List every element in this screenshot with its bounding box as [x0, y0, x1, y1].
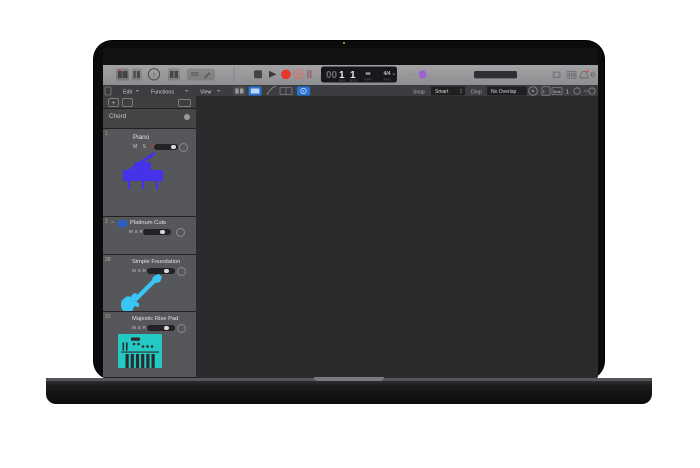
- svg-text:TEMPO: TEMPO: [364, 79, 372, 81]
- svg-text:Edit: Edit: [123, 89, 133, 95]
- svg-text:View: View: [200, 89, 212, 95]
- svg-text:No Overlap: No Overlap: [491, 89, 517, 95]
- svg-text:I: I: [543, 89, 544, 94]
- svg-text:00: 00: [326, 70, 338, 81]
- svg-text:Snap: Snap: [413, 89, 425, 95]
- svg-text:BEATS: BEATS: [350, 79, 358, 82]
- svg-text:BARS: BARS: [339, 79, 346, 82]
- svg-text:Smart: Smart: [435, 89, 449, 95]
- svg-text:4/4: 4/4: [384, 71, 391, 77]
- svg-text:66: 66: [365, 71, 371, 76]
- svg-text:Drop: Drop: [471, 89, 482, 95]
- svg-text:1: 1: [566, 89, 569, 95]
- svg-text:i: i: [153, 73, 154, 79]
- svg-text:Functions: Functions: [151, 89, 174, 95]
- svg-text:5ms: 5ms: [553, 90, 560, 94]
- svg-text:MIDI: MIDI: [408, 73, 416, 77]
- svg-text:RATIO: RATIO: [384, 78, 391, 81]
